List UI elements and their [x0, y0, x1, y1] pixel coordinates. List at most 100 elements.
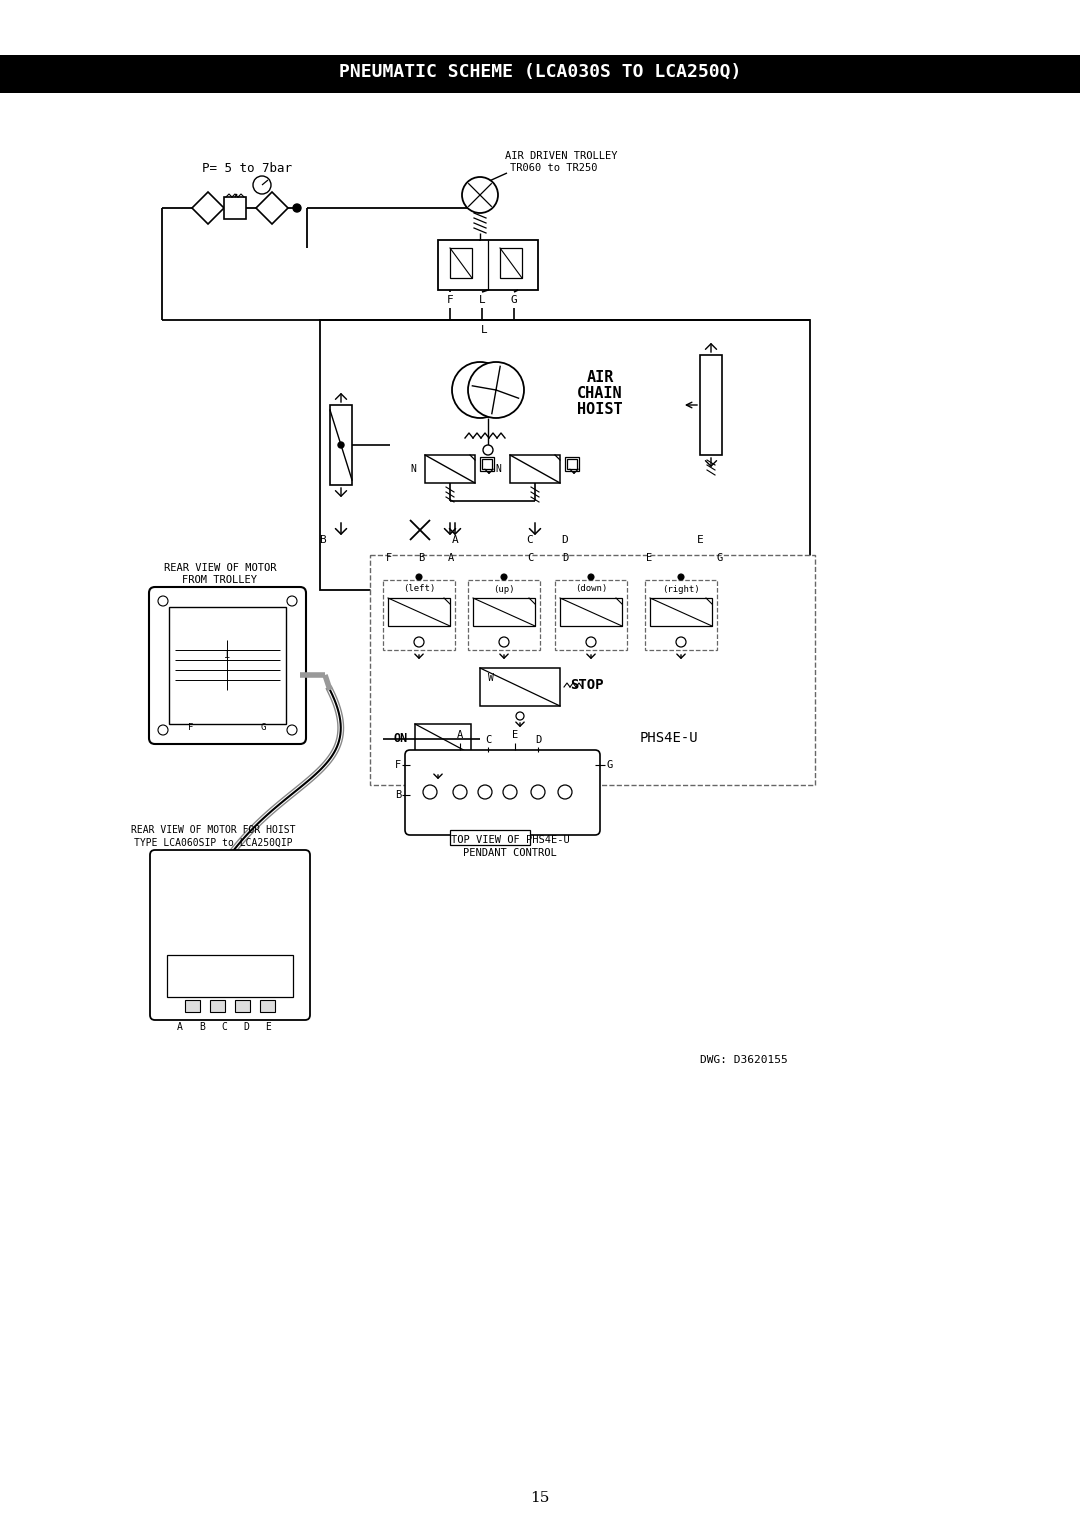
- Text: B: B: [199, 1022, 205, 1032]
- Circle shape: [586, 637, 596, 647]
- Circle shape: [468, 362, 524, 418]
- Circle shape: [516, 712, 524, 721]
- FancyBboxPatch shape: [150, 851, 310, 1020]
- Bar: [482, 460, 492, 469]
- Text: 15: 15: [530, 1490, 550, 1506]
- Text: A: A: [451, 534, 458, 545]
- Bar: [185, 1000, 200, 1012]
- Circle shape: [483, 444, 492, 455]
- Circle shape: [453, 785, 467, 799]
- Bar: [320, 321, 810, 589]
- Polygon shape: [256, 192, 288, 224]
- Bar: [500, 247, 522, 278]
- Circle shape: [287, 596, 297, 606]
- Circle shape: [531, 785, 545, 799]
- Bar: [388, 599, 450, 626]
- Text: N: N: [495, 464, 501, 473]
- Text: L: L: [478, 295, 485, 305]
- Text: F: F: [395, 760, 401, 770]
- Text: C: C: [527, 553, 534, 563]
- Text: F: F: [188, 724, 193, 733]
- Circle shape: [338, 441, 345, 447]
- Bar: [167, 954, 293, 997]
- Bar: [235, 1000, 249, 1012]
- Bar: [480, 457, 494, 470]
- Text: PNEUMATIC SCHEME (LCA030S TO LCA250Q): PNEUMATIC SCHEME (LCA030S TO LCA250Q): [339, 63, 741, 81]
- Text: E: E: [697, 534, 703, 545]
- Bar: [260, 1000, 275, 1012]
- Bar: [426, 455, 475, 483]
- Text: P= 5 to 7bar: P= 5 to 7bar: [202, 162, 292, 174]
- Text: D: D: [562, 534, 568, 545]
- Circle shape: [588, 574, 594, 580]
- Text: F: F: [447, 295, 454, 305]
- Text: B: B: [418, 553, 424, 563]
- Text: G: G: [717, 553, 724, 563]
- Bar: [210, 1000, 225, 1012]
- Text: D: D: [562, 553, 568, 563]
- Text: N: N: [410, 464, 416, 473]
- Bar: [168, 608, 286, 724]
- Circle shape: [478, 785, 492, 799]
- Text: (down): (down): [575, 585, 607, 594]
- Bar: [0, 55, 1080, 93]
- Bar: [468, 580, 540, 651]
- Circle shape: [293, 205, 301, 212]
- Circle shape: [423, 785, 437, 799]
- Circle shape: [414, 637, 424, 647]
- Text: E: E: [512, 730, 518, 741]
- Circle shape: [501, 574, 507, 580]
- Text: STOP: STOP: [570, 678, 604, 692]
- Circle shape: [462, 177, 498, 212]
- Bar: [330, 405, 352, 486]
- Text: B: B: [320, 534, 326, 545]
- Text: A: A: [177, 1022, 183, 1032]
- Text: TOP VIEW OF PHS4E-U: TOP VIEW OF PHS4E-U: [450, 835, 569, 844]
- Bar: [415, 724, 471, 754]
- Text: HOIST: HOIST: [577, 403, 623, 417]
- Text: PENDANT CONTROL: PENDANT CONTROL: [463, 847, 557, 858]
- Text: AIR DRIVEN TROLLEY: AIR DRIVEN TROLLEY: [505, 151, 618, 160]
- Circle shape: [287, 725, 297, 734]
- Bar: [700, 354, 723, 455]
- Circle shape: [416, 574, 422, 580]
- Circle shape: [558, 785, 572, 799]
- FancyBboxPatch shape: [405, 750, 600, 835]
- Text: REAR VIEW OF MOTOR FOR HOIST: REAR VIEW OF MOTOR FOR HOIST: [131, 825, 295, 835]
- Text: A: A: [448, 553, 454, 563]
- Circle shape: [453, 362, 508, 418]
- Bar: [473, 599, 535, 626]
- Circle shape: [158, 596, 168, 606]
- Text: PHS4E-U: PHS4E-U: [640, 731, 699, 745]
- Text: W: W: [488, 673, 494, 683]
- Bar: [645, 580, 717, 651]
- Text: ON: ON: [393, 733, 407, 745]
- Text: (up): (up): [494, 585, 515, 594]
- Text: C: C: [221, 1022, 227, 1032]
- Bar: [561, 599, 622, 626]
- Text: A: A: [457, 730, 463, 741]
- Bar: [565, 457, 579, 470]
- Bar: [438, 240, 538, 290]
- Bar: [450, 247, 472, 278]
- Bar: [650, 599, 712, 626]
- Bar: [567, 460, 577, 469]
- Circle shape: [434, 764, 442, 773]
- Polygon shape: [192, 192, 224, 224]
- Text: G: G: [260, 724, 266, 733]
- Text: TR060 to TR250: TR060 to TR250: [510, 163, 597, 173]
- Text: REAR VIEW OF MOTOR: REAR VIEW OF MOTOR: [164, 563, 276, 573]
- Text: CHAIN: CHAIN: [577, 386, 623, 402]
- Text: (left): (left): [403, 585, 435, 594]
- Circle shape: [158, 725, 168, 734]
- Text: D: D: [243, 1022, 248, 1032]
- FancyBboxPatch shape: [149, 586, 306, 744]
- Text: DWG: D3620155: DWG: D3620155: [700, 1055, 787, 1064]
- Text: F: F: [386, 553, 392, 563]
- Text: C: C: [527, 534, 534, 545]
- Text: D: D: [535, 734, 541, 745]
- Text: (right): (right): [662, 585, 700, 594]
- Text: AIR: AIR: [586, 371, 613, 385]
- Circle shape: [678, 574, 684, 580]
- Text: I: I: [224, 651, 230, 660]
